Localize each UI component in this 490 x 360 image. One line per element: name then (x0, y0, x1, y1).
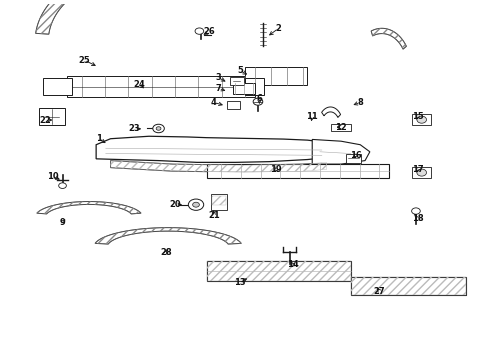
Text: 17: 17 (412, 165, 424, 174)
Circle shape (59, 183, 66, 189)
Polygon shape (351, 277, 466, 294)
Text: 12: 12 (335, 123, 347, 132)
Text: 14: 14 (287, 260, 299, 269)
Circle shape (417, 169, 426, 176)
Circle shape (417, 116, 426, 123)
Bar (346, 153, 361, 163)
Text: 24: 24 (133, 80, 145, 89)
Polygon shape (371, 28, 406, 49)
Bar (211, 194, 227, 210)
Text: 3: 3 (216, 73, 221, 82)
Polygon shape (245, 78, 264, 95)
Polygon shape (43, 78, 72, 95)
Polygon shape (312, 139, 370, 164)
Text: 9: 9 (60, 218, 65, 227)
Text: 13: 13 (234, 278, 246, 287)
Polygon shape (37, 202, 141, 214)
Bar (412, 167, 431, 178)
Text: 6: 6 (256, 94, 262, 103)
Bar (230, 77, 244, 85)
Bar (331, 124, 351, 131)
Bar (39, 108, 65, 125)
Text: 1: 1 (96, 134, 101, 143)
Circle shape (253, 98, 263, 105)
Text: 25: 25 (78, 55, 90, 64)
Text: 4: 4 (211, 98, 217, 107)
Text: 20: 20 (170, 200, 181, 209)
Bar (412, 114, 431, 125)
Polygon shape (96, 136, 331, 162)
Text: 23: 23 (129, 124, 140, 133)
Polygon shape (67, 76, 255, 97)
Text: 27: 27 (374, 287, 385, 296)
Bar (227, 101, 240, 109)
Polygon shape (321, 107, 341, 117)
Circle shape (156, 127, 161, 130)
Circle shape (188, 199, 204, 210)
Polygon shape (95, 228, 241, 244)
Circle shape (195, 28, 204, 34)
Polygon shape (207, 261, 351, 280)
Text: 2: 2 (276, 24, 282, 33)
Text: 28: 28 (160, 248, 172, 257)
Text: 11: 11 (306, 112, 318, 121)
Polygon shape (111, 161, 327, 172)
Polygon shape (36, 0, 126, 34)
Text: 10: 10 (47, 172, 59, 181)
Circle shape (193, 202, 199, 207)
Text: 22: 22 (40, 116, 51, 125)
Text: 8: 8 (357, 98, 363, 107)
Polygon shape (207, 164, 389, 178)
Bar (233, 83, 255, 94)
Text: 26: 26 (203, 27, 215, 36)
Polygon shape (245, 67, 307, 85)
Text: 16: 16 (349, 151, 361, 160)
Circle shape (412, 208, 420, 214)
Text: 21: 21 (208, 211, 220, 220)
Text: 18: 18 (412, 214, 424, 223)
Text: 7: 7 (216, 84, 221, 93)
Circle shape (153, 124, 164, 133)
Text: 15: 15 (412, 112, 424, 121)
Text: 19: 19 (270, 165, 282, 174)
Text: 5: 5 (237, 66, 243, 75)
